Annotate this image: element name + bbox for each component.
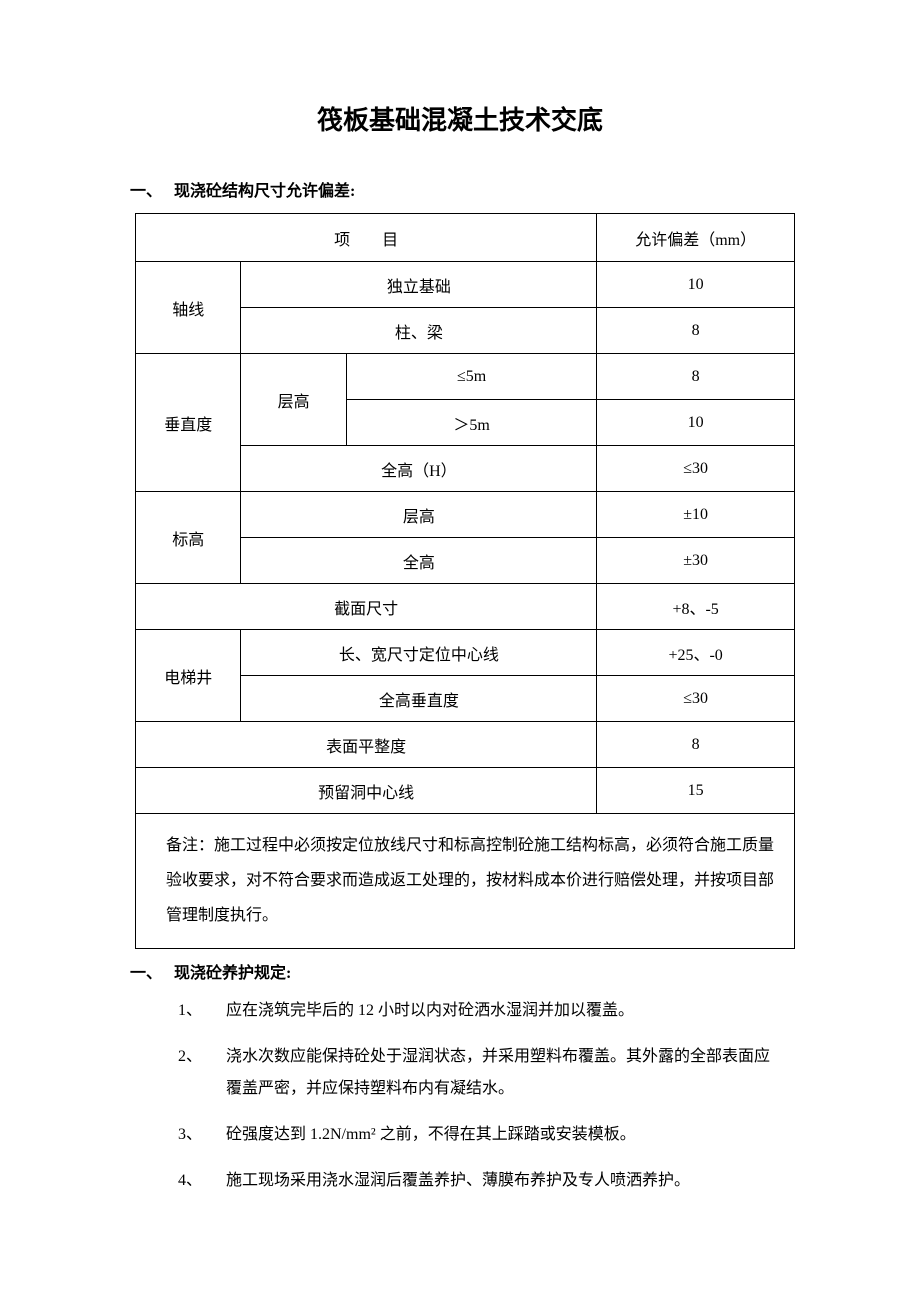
cell-surface-flatness: 表面平整度 xyxy=(136,722,597,768)
cell: +8、-5 xyxy=(597,584,795,630)
cell: 8 xyxy=(597,354,795,400)
cell: 全高垂直度 xyxy=(241,676,597,722)
list-text: 浇水次数应能保持砼处于湿润状态，并采用塑料布覆盖。其外露的全部表面应覆盖严密，并… xyxy=(226,1041,780,1105)
list-item: 3、 砼强度达到 1.2N/mm² 之前，不得在其上踩踏或安装模板。 xyxy=(178,1119,780,1151)
cell: 10 xyxy=(597,262,795,308)
section2-heading: 一、 现浇砼养护规定: xyxy=(130,959,790,983)
cell: 长、宽尺寸定位中心线 xyxy=(241,630,597,676)
section1-heading-text: 现浇砼结构尺寸允许偏差: xyxy=(174,183,355,200)
rules-list: 1、 应在浇筑完毕后的 12 小时以内对砼洒水湿润并加以覆盖。 2、 浇水次数应… xyxy=(130,995,790,1197)
list-num: 3、 xyxy=(178,1119,226,1151)
list-num: 4、 xyxy=(178,1165,226,1197)
table-row: 垂直度 层高 ≤5m 8 xyxy=(136,354,795,400)
section2-heading-text: 现浇砼养护规定: xyxy=(174,965,291,982)
cell: ≤30 xyxy=(597,676,795,722)
cell: ≤5m xyxy=(346,354,596,400)
list-num: 1、 xyxy=(178,995,226,1027)
table-header-row: 项 目 允许偏差（mm） xyxy=(136,214,795,262)
tolerance-table: 项 目 允许偏差（mm） 轴线 独立基础 10 柱、梁 8 垂直度 层高 ≤5m… xyxy=(135,213,795,949)
table-row: 电梯井 长、宽尺寸定位中心线 +25、-0 xyxy=(136,630,795,676)
list-item: 2、 浇水次数应能保持砼处于湿润状态，并采用塑料布覆盖。其外露的全部表面应覆盖严… xyxy=(178,1041,780,1105)
cell: ≤30 xyxy=(597,446,795,492)
list-text: 砼强度达到 1.2N/mm² 之前，不得在其上踩踏或安装模板。 xyxy=(226,1119,780,1151)
section1-num: 一、 xyxy=(130,177,170,201)
list-num: 2、 xyxy=(178,1041,226,1105)
table-note-row: 备注：施工过程中必须按定位放线尺寸和标高控制砼施工结构标高，必须符合施工质量验收… xyxy=(136,814,795,949)
list-item: 1、 应在浇筑完毕后的 12 小时以内对砼洒水湿润并加以覆盖。 xyxy=(178,995,780,1027)
cell: ±30 xyxy=(597,538,795,584)
table-row: 轴线 独立基础 10 xyxy=(136,262,795,308)
cell-axis-position: 轴线 xyxy=(136,262,241,354)
cell-elevator-shaft: 电梯井 xyxy=(136,630,241,722)
document-title: 筏板基础混凝土技术交底 xyxy=(130,100,790,137)
section2-num: 一、 xyxy=(130,959,170,983)
cell-elevation: 标高 xyxy=(136,492,241,584)
cell-reserved-hole: 预留洞中心线 xyxy=(136,768,597,814)
table-row: 截面尺寸 +8、-5 xyxy=(136,584,795,630)
table-row: 标高 层高 ±10 xyxy=(136,492,795,538)
cell-section-size: 截面尺寸 xyxy=(136,584,597,630)
cell: 层高 xyxy=(241,354,346,446)
list-text: 施工现场采用浇水湿润后覆盖养护、薄膜布养护及专人喷洒养护。 xyxy=(226,1165,780,1197)
section1-heading: 一、 现浇砼结构尺寸允许偏差: xyxy=(130,177,790,201)
list-text: 应在浇筑完毕后的 12 小时以内对砼洒水湿润并加以覆盖。 xyxy=(226,995,780,1027)
cell: 独立基础 xyxy=(241,262,597,308)
cell: +25、-0 xyxy=(597,630,795,676)
cell: 8 xyxy=(597,308,795,354)
table-row: 表面平整度 8 xyxy=(136,722,795,768)
cell: 全高 xyxy=(241,538,597,584)
cell: 10 xyxy=(597,400,795,446)
cell: ±10 xyxy=(597,492,795,538)
cell: 全高（H） xyxy=(241,446,597,492)
cell: 15 xyxy=(597,768,795,814)
cell: 柱、梁 xyxy=(241,308,597,354)
table-row: 预留洞中心线 15 xyxy=(136,768,795,814)
cell: 8 xyxy=(597,722,795,768)
cell: ＞5m xyxy=(346,400,596,446)
list-item: 4、 施工现场采用浇水湿润后覆盖养护、薄膜布养护及专人喷洒养护。 xyxy=(178,1165,780,1197)
table-note: 备注：施工过程中必须按定位放线尺寸和标高控制砼施工结构标高，必须符合施工质量验收… xyxy=(136,814,795,949)
header-item: 项 目 xyxy=(136,214,597,262)
cell: 层高 xyxy=(241,492,597,538)
header-tolerance: 允许偏差（mm） xyxy=(597,214,795,262)
cell-verticality: 垂直度 xyxy=(136,354,241,492)
